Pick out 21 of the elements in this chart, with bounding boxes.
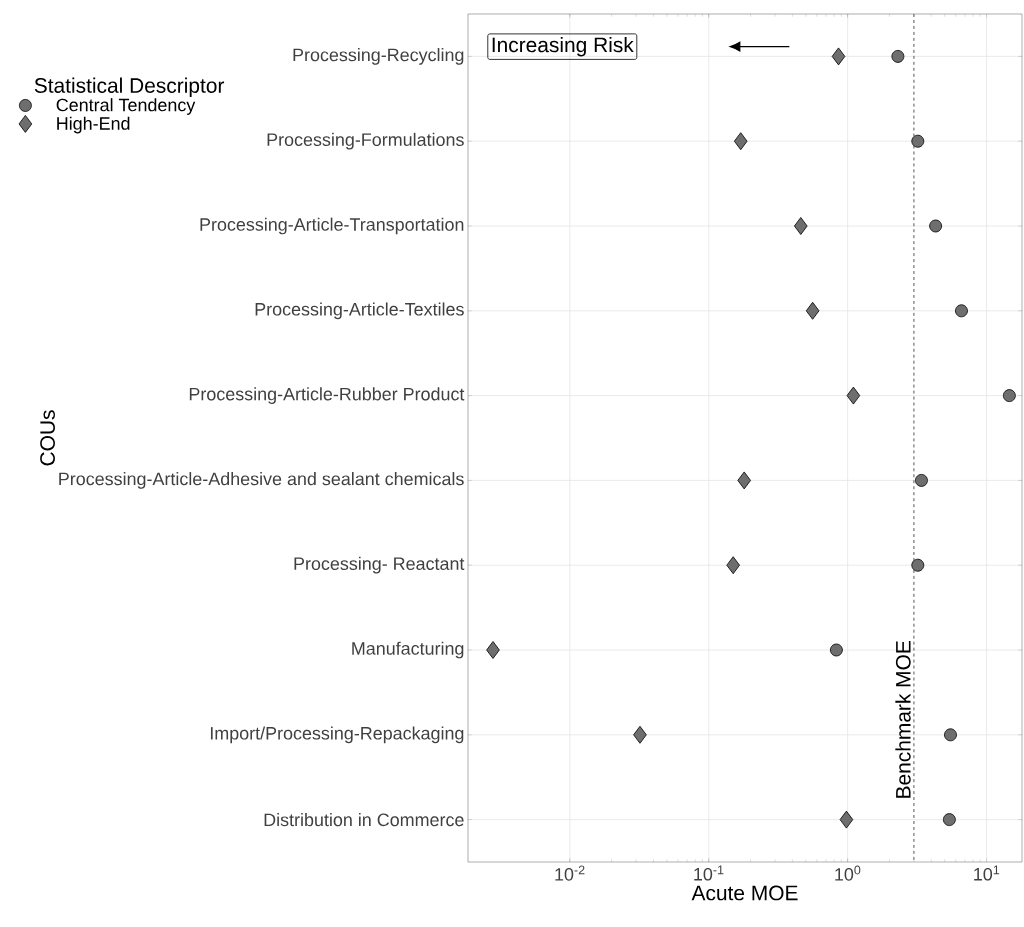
y-tick-label: Processing- Reactant [294, 556, 465, 574]
y-tick-label: Processing-Article-Rubber Product [189, 387, 465, 404]
x-tick-label: 10$^{-1}$ [694, 865, 724, 881]
y-tick-label: Processing-Formulations [267, 132, 464, 150]
x-axis-title: Acute MOE [691, 885, 798, 901]
legend-title: Statistical Descriptor [34, 77, 225, 98]
x-tick-label: 10$^{-2}$ [555, 865, 585, 881]
x-tick-label: 10$^{0}$ [835, 865, 861, 881]
legend-label: High-End [57, 116, 130, 134]
y-tick-label: Processing-Recycling [293, 48, 464, 65]
y-tick-label: Distribution in Commerce [264, 813, 464, 827]
y-tick-label: Processing-Article-Textiles [255, 302, 464, 320]
legend-label: Central Tendency [56, 98, 196, 115]
y-axis-title: COUs [40, 410, 55, 466]
y-tick-label: Processing-Article-Adhesive and sealant chemicals [59, 472, 464, 489]
y-tick-label: Import/Processing-Repackaging [210, 726, 464, 744]
y-tick-label: Manufacturing [352, 641, 464, 659]
x-tick-label: 10$^{1}$ [974, 865, 1000, 881]
y-tick-label: Processing-Article-Transportation [200, 217, 464, 235]
ref-line-label: Benchmark MOE [895, 641, 911, 798]
annotation: Increasing Risk [492, 36, 634, 57]
